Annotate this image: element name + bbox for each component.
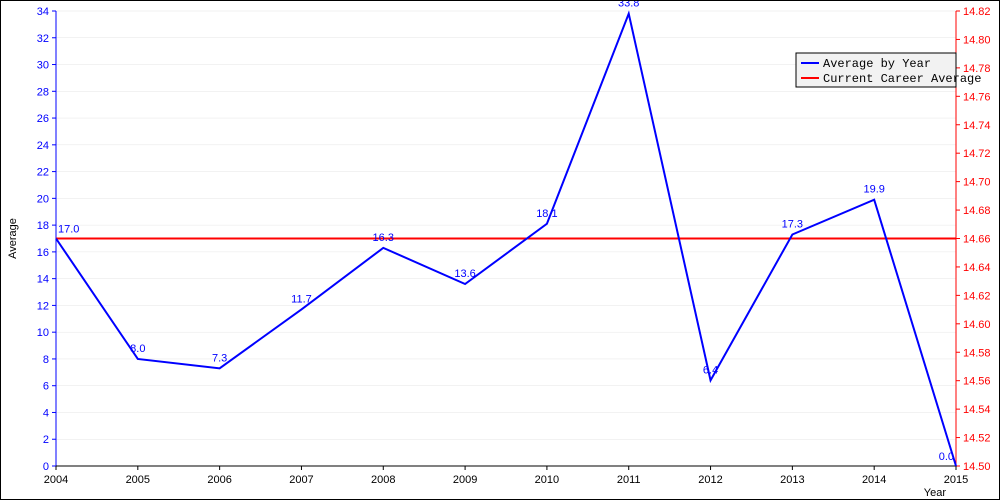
y2-tick-label: 14.68 xyxy=(963,205,991,217)
data-label: 16.3 xyxy=(373,232,394,244)
y2-tick-label: 14.70 xyxy=(963,177,991,189)
y2-tick-label: 14.80 xyxy=(963,34,991,46)
y2-tick-label: 14.82 xyxy=(963,6,991,18)
y2-tick-label: 14.72 xyxy=(963,148,991,160)
y1-tick-label: 18 xyxy=(37,220,49,232)
y2-tick-label: 14.74 xyxy=(963,120,991,132)
y1-tick-label: 8 xyxy=(43,354,49,366)
x-tick-label: 2013 xyxy=(780,474,804,486)
y1-tick-label: 34 xyxy=(37,6,49,18)
data-label: 11.7 xyxy=(291,293,312,305)
y1-tick-label: 28 xyxy=(37,86,49,98)
x-tick-label: 2015 xyxy=(944,474,968,486)
y1-tick-label: 0 xyxy=(43,461,49,473)
data-label: 6.4 xyxy=(703,364,718,376)
y2-tick-label: 14.62 xyxy=(963,290,991,302)
y1-tick-label: 6 xyxy=(43,381,49,393)
y2-tick-label: 14.66 xyxy=(963,234,991,246)
y1-tick-label: 30 xyxy=(37,60,49,72)
y2-tick-label: 14.54 xyxy=(963,404,991,416)
data-label: 0.0 xyxy=(939,451,954,463)
y2-tick-label: 14.76 xyxy=(963,91,991,103)
x-tick-label: 2010 xyxy=(535,474,559,486)
x-tick-label: 2011 xyxy=(617,474,641,486)
y2-tick-label: 14.64 xyxy=(963,262,991,274)
y1-tick-label: 12 xyxy=(37,300,49,312)
y1-tick-label: 2 xyxy=(43,434,49,446)
data-label: 18.1 xyxy=(536,208,557,220)
legend-label-1: Average by Year xyxy=(823,57,931,71)
y2-tick-label: 14.50 xyxy=(963,461,991,473)
data-label: 33.8 xyxy=(618,1,639,10)
x-tick-label: 2005 xyxy=(126,474,150,486)
y1-tick-label: 14 xyxy=(37,274,49,286)
legend-label-2: Current Career Average xyxy=(823,72,981,86)
x-tick-label: 2009 xyxy=(453,474,477,486)
y1-tick-label: 4 xyxy=(43,407,49,419)
x-tick-label: 2006 xyxy=(207,474,231,486)
chart-container: 024681012141618202224262830323414.5014.5… xyxy=(0,0,1000,500)
x-tick-label: 2008 xyxy=(371,474,395,486)
data-label: 8.0 xyxy=(130,343,145,355)
y1-tick-label: 22 xyxy=(37,167,49,179)
x-axis-title: Year xyxy=(924,487,947,499)
x-tick-label: 2012 xyxy=(698,474,722,486)
y1-tick-label: 32 xyxy=(37,33,49,45)
x-tick-label: 2014 xyxy=(862,474,886,486)
x-tick-label: 2004 xyxy=(44,474,68,486)
data-label: 17.0 xyxy=(58,224,79,236)
y1-tick-label: 10 xyxy=(37,327,49,339)
data-label: 13.6 xyxy=(454,268,475,280)
data-label: 19.9 xyxy=(863,184,884,196)
data-label: 17.3 xyxy=(782,218,803,230)
y2-tick-label: 14.52 xyxy=(963,433,991,445)
y2-tick-label: 14.60 xyxy=(963,319,991,331)
chart-svg: 024681012141618202224262830323414.5014.5… xyxy=(1,1,999,499)
x-tick-label: 2007 xyxy=(289,474,313,486)
y1-tick-label: 26 xyxy=(37,113,49,125)
y1-tick-label: 24 xyxy=(37,140,49,152)
y2-tick-label: 14.56 xyxy=(963,376,991,388)
y1-tick-label: 16 xyxy=(37,247,49,259)
y1-tick-label: 20 xyxy=(37,193,49,205)
data-label: 7.3 xyxy=(212,352,227,364)
y2-tick-label: 14.58 xyxy=(963,347,991,359)
y-axis-title: Average xyxy=(7,218,19,259)
